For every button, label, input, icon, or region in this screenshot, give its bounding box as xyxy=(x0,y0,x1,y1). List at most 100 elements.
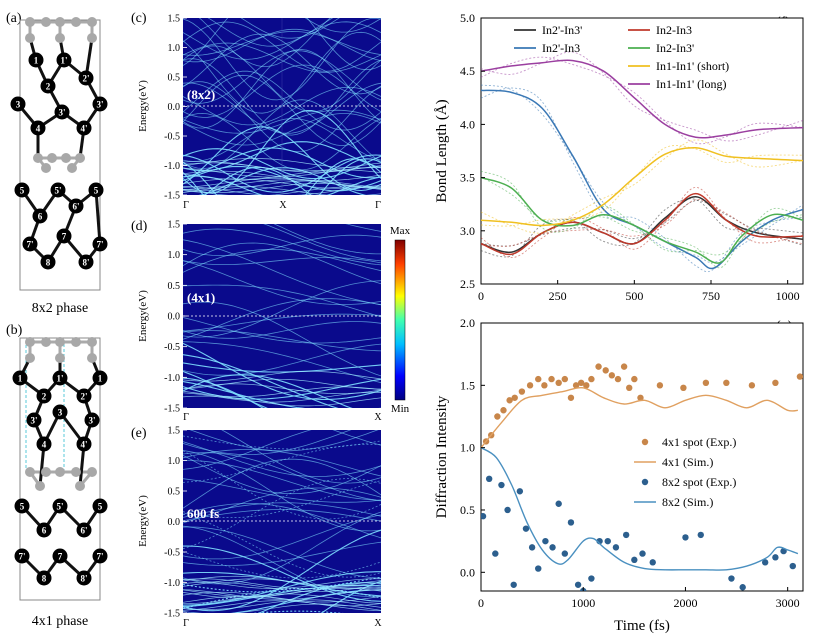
panel-label-b: (b) xyxy=(6,323,23,338)
band-line xyxy=(345,224,381,232)
x-tick-label-f: 1000 xyxy=(776,289,800,303)
band-line xyxy=(183,599,381,610)
legend-swatch-g xyxy=(641,438,649,446)
data-point-g-2 xyxy=(528,544,536,551)
y-axis-label-g: Diffraction Intensity xyxy=(434,395,450,518)
k-label-d-1: X xyxy=(374,412,382,423)
y-tick-label: 0.0 xyxy=(168,517,181,528)
data-point-g-2 xyxy=(649,559,656,566)
data-point-g-2 xyxy=(761,559,769,566)
data-point-g-0 xyxy=(535,375,542,383)
y-tick-label-g: 2.0 xyxy=(460,316,475,330)
in-atom xyxy=(40,254,56,270)
in-atom xyxy=(22,236,38,252)
in-atom xyxy=(50,182,66,198)
atom-label: 1' xyxy=(56,374,63,384)
y-tick-label-f: 4.5 xyxy=(460,64,475,78)
substrate-atom xyxy=(71,337,81,347)
y-tick-label: -0.5 xyxy=(164,342,180,353)
in-atom xyxy=(56,228,72,244)
atom-chain-b: 1 1' 1 2 2' 3' 3 3' 4 4' 5 5' 5 6 6' 7' 7 7' 8 8' xyxy=(12,337,108,586)
band-tag-e: 600 fs xyxy=(187,506,219,521)
atom-label: 7' xyxy=(96,240,103,250)
legend-label-g: 4x1 spot (Exp.) xyxy=(662,435,736,449)
atom-label: 4 xyxy=(42,440,47,450)
band-line xyxy=(183,370,381,382)
series-line-2 xyxy=(481,192,803,256)
band-line xyxy=(183,228,381,266)
data-point-g-2 xyxy=(772,554,779,561)
atom-label: 1 xyxy=(18,374,23,384)
band-line xyxy=(183,257,381,265)
data-point-g-0 xyxy=(518,388,526,395)
bond xyxy=(94,189,102,245)
substrate-atom xyxy=(33,153,43,163)
band-line xyxy=(183,18,381,33)
atom-label: 3' xyxy=(58,108,65,118)
atom-label: 4' xyxy=(80,124,87,134)
data-point-g-0 xyxy=(723,379,730,387)
y-tick-label: -1.0 xyxy=(164,161,180,172)
band-line xyxy=(183,248,381,273)
substrate-atom xyxy=(55,337,65,347)
data-point-g-2 xyxy=(639,550,646,557)
series-line-4 xyxy=(481,147,803,227)
series-group-f xyxy=(481,51,803,273)
atom-label: 5' xyxy=(56,502,63,512)
band-line xyxy=(183,478,381,503)
y-tick-label: 1.5 xyxy=(168,14,181,25)
atom-label: 1 xyxy=(98,374,103,384)
band-line xyxy=(273,224,381,255)
band-line xyxy=(183,260,381,305)
data-point-g-0 xyxy=(620,363,628,370)
in-atom xyxy=(36,570,52,586)
in-atom xyxy=(10,96,26,112)
k-label-c-0: Γ xyxy=(183,200,189,211)
y-tick-label: 1.5 xyxy=(168,220,181,231)
legend-label-g: 4x1 (Sim.) xyxy=(662,455,713,469)
in-atom xyxy=(92,236,108,252)
atom-label: 2 xyxy=(42,392,47,402)
substrate-atom xyxy=(47,153,57,163)
substrate-atom xyxy=(25,17,35,27)
substrate-atom xyxy=(71,467,81,477)
data-point-g-2 xyxy=(535,565,542,572)
atom-label: 8 xyxy=(46,258,51,268)
y-tick-label-f: 3.5 xyxy=(460,171,475,185)
atom-label: 2' xyxy=(82,74,89,84)
y-tick-label: 0.0 xyxy=(168,312,181,323)
data-point-g-2 xyxy=(622,531,630,539)
in-atom xyxy=(92,498,108,514)
band-line xyxy=(183,362,381,373)
substrate-atom xyxy=(41,17,51,27)
in-atom xyxy=(56,52,72,68)
data-point-g-0 xyxy=(602,367,609,374)
band-line xyxy=(183,313,381,332)
substrate-atom xyxy=(75,481,85,491)
band-lines-c xyxy=(183,18,381,195)
diffraction-panel-g: (g) 01000200030000.00.51.01.52.0Diffract… xyxy=(434,316,804,634)
series-trace-2 xyxy=(481,186,803,259)
colorbar-min-label: Min xyxy=(391,403,410,415)
in-atom xyxy=(30,120,46,136)
data-point-g-0 xyxy=(572,382,580,389)
band-line xyxy=(183,186,381,195)
substrate-atom xyxy=(41,467,51,477)
k-label-d-0: Γ xyxy=(183,412,189,423)
series-line-3 xyxy=(481,176,803,264)
x-axis-label-g: Time (fs) xyxy=(614,618,670,634)
y-tick-label-f: 4.0 xyxy=(460,117,475,131)
plot-area-f xyxy=(480,17,804,285)
data-point-g-2 xyxy=(542,537,549,545)
data-point-g-2 xyxy=(516,488,524,495)
in-atom xyxy=(52,548,68,564)
atom-label: 2 xyxy=(46,82,51,92)
data-point-g-0 xyxy=(614,375,622,383)
series-group-g xyxy=(481,363,803,591)
data-point-g-2 xyxy=(555,500,562,507)
band-line xyxy=(183,529,381,612)
data-point-g-2 xyxy=(522,525,530,532)
atom-label: 6' xyxy=(72,202,79,212)
atom-label: 3 xyxy=(16,100,21,110)
